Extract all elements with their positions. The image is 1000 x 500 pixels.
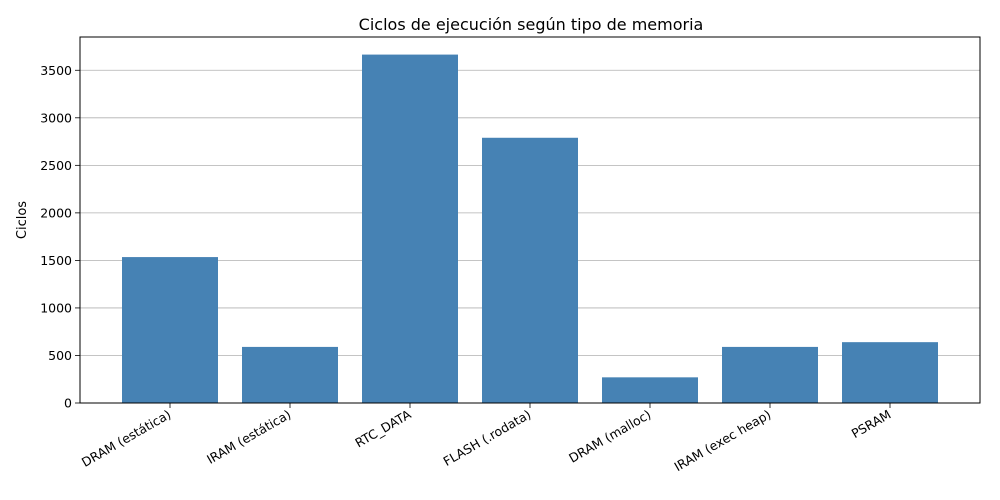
chart-title: Ciclos de ejecución según tipo de memori… bbox=[359, 15, 704, 34]
y-tick-label: 2000 bbox=[40, 205, 72, 220]
y-tick-label: 1000 bbox=[40, 300, 72, 315]
bar bbox=[242, 346, 338, 403]
y-axis-label: Ciclos bbox=[15, 201, 30, 239]
x-tick-label: DRAM (malloc) bbox=[566, 407, 653, 466]
x-tick-label: RTC_DATA bbox=[352, 406, 413, 450]
bar bbox=[602, 377, 698, 403]
bar bbox=[362, 54, 458, 404]
bars bbox=[122, 54, 938, 404]
y-tick-label: 500 bbox=[48, 348, 72, 363]
bar bbox=[482, 137, 578, 403]
x-tick-label: PSRAM bbox=[849, 407, 894, 441]
bar bbox=[722, 346, 818, 403]
x-tick-label: IRAM (exec heap) bbox=[671, 407, 773, 475]
y-tick-label: 3500 bbox=[40, 63, 72, 78]
y-axis-ticks: 0 500 1000 1500 2000 2500 3000 3500 bbox=[40, 63, 80, 411]
plot-frame bbox=[79, 36, 981, 404]
x-tick-label: IRAM (estática) bbox=[204, 407, 293, 467]
y-tick-label: 3000 bbox=[40, 110, 72, 125]
bar bbox=[122, 257, 218, 403]
bar bbox=[842, 342, 938, 403]
x-axis-ticks: DRAM (estática) IRAM (estática) RTC_DATA FL… bbox=[79, 403, 894, 474]
x-tick-label: FLASH (.rodata) bbox=[441, 407, 534, 469]
y-tick-label: 2500 bbox=[40, 158, 72, 173]
y-tick-label: 0 bbox=[64, 396, 72, 411]
y-tick-label: 1500 bbox=[40, 253, 72, 268]
x-tick-label: DRAM (estática) bbox=[79, 407, 174, 470]
